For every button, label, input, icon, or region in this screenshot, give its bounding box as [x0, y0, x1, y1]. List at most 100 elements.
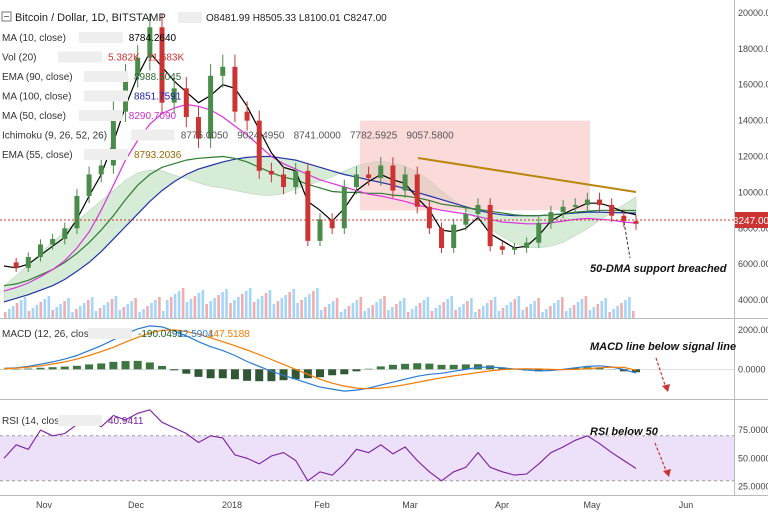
- candle-body: [536, 222, 542, 243]
- macd-histogram-bar: [401, 363, 410, 370]
- macd-histogram-bar: [316, 369, 324, 378]
- volume-bar: [177, 291, 181, 318]
- volume-bar: [600, 301, 604, 318]
- candle-body: [451, 224, 457, 249]
- volume-bar: [434, 308, 438, 318]
- volume-bar: [90, 297, 94, 318]
- volume-bar: [79, 306, 82, 318]
- volume-bar: [410, 309, 414, 318]
- candle-body: [244, 111, 250, 121]
- volume-bar: [521, 310, 525, 318]
- candle-body: [305, 170, 311, 241]
- volume-bar: [323, 307, 327, 318]
- legend-tools[interactable]: [84, 71, 128, 82]
- legend-tools[interactable]: [130, 129, 175, 141]
- rsi-tick-label: 75.0000: [738, 425, 768, 435]
- volume-bar: [304, 297, 307, 318]
- rsi-line: [3, 409, 637, 482]
- candle-body: [256, 120, 262, 171]
- legend-tools[interactable]: [58, 51, 102, 63]
- macd-histogram-bar: [425, 363, 434, 370]
- volume-bar: [442, 302, 445, 318]
- volume-bar: [478, 309, 481, 318]
- price-tick-label: 6000.00: [738, 259, 768, 269]
- volume-bar: [604, 298, 607, 318]
- rsi-legend-tools[interactable]: [58, 415, 102, 426]
- volume-bar: [517, 296, 521, 318]
- legend-value: 5.382K: [108, 53, 140, 64]
- header-tools[interactable]: [178, 12, 202, 23]
- volume-bar: [312, 291, 315, 318]
- candle-body: [439, 228, 445, 249]
- macd-line: [3, 325, 637, 392]
- candle-body: [208, 75, 214, 139]
- chart-title: Bitcoin / Dollar, 1D, BITSTAMP: [15, 12, 166, 24]
- candle-body: [499, 246, 505, 250]
- macd-histogram-bar: [72, 365, 81, 370]
- volume-bar: [367, 308, 370, 318]
- macd-tick-label: 2000.0000: [738, 325, 768, 335]
- volume-bar: [537, 298, 540, 318]
- legend-tools[interactable]: [84, 90, 128, 102]
- collapse-icon[interactable]: [1, 11, 12, 22]
- volume-bar: [584, 296, 588, 318]
- volume-bar: [561, 297, 564, 318]
- macd-histogram-bar: [36, 367, 45, 370]
- volume-bar: [399, 301, 402, 318]
- candle-body: [487, 204, 493, 247]
- volume-bar: [272, 304, 276, 318]
- candle-body: [135, 57, 141, 76]
- volume-bar: [209, 301, 212, 318]
- legend-tools[interactable]: [78, 110, 123, 121]
- legend-value: 9024.4950: [237, 131, 285, 142]
- price-tick-label: 12000.00: [738, 152, 768, 162]
- macd-histogram-bar: [619, 369, 628, 372]
- volume-bar: [414, 306, 418, 318]
- volume-bar: [485, 303, 489, 318]
- macd-legend-tools[interactable]: [88, 328, 132, 339]
- legend-value: 9057.5800: [406, 131, 454, 142]
- volume-bar: [51, 310, 54, 318]
- volume-bar: [189, 299, 193, 318]
- macd-histogram-bar: [243, 369, 252, 381]
- volume-bar: [126, 304, 130, 318]
- macd-histogram-bar: [364, 368, 373, 370]
- legend-label: EMA (90, close): [2, 72, 73, 83]
- macd-histogram-bar: [182, 369, 191, 374]
- trendline[interactable]: [417, 157, 637, 193]
- volume-bar: [252, 302, 256, 318]
- macd-histogram-bar: [352, 369, 361, 372]
- volume-bar: [545, 309, 548, 318]
- volume-bar: [462, 304, 465, 318]
- macd-histogram-bar: [474, 364, 482, 370]
- volume-bar: [375, 302, 378, 318]
- volume-bar: [501, 308, 505, 318]
- volume-bar: [497, 311, 501, 318]
- volume-bar: [430, 311, 434, 318]
- candle-body: [621, 215, 627, 222]
- macd-histogram-bar: [255, 369, 264, 382]
- volume-bar: [225, 289, 228, 318]
- volume-bar: [331, 301, 335, 318]
- macd-histogram-bar: [230, 369, 239, 380]
- volume-bar: [541, 312, 544, 318]
- candle-body: [511, 248, 517, 250]
- volume-bar: [173, 294, 177, 318]
- volume-bar: [580, 299, 584, 318]
- volume-bar: [102, 305, 106, 318]
- candle-body: [50, 239, 56, 245]
- volume-bar: [67, 298, 70, 318]
- macd-histogram-bar: [267, 369, 276, 382]
- price-tick-label: 20000.00: [738, 8, 768, 18]
- volume-bar: [268, 290, 272, 318]
- candle-body: [195, 117, 201, 139]
- time-tick-label: Dec: [128, 500, 145, 510]
- legend-tools[interactable]: [78, 32, 123, 43]
- macd-annotation-arrow: [655, 357, 667, 389]
- rsi-tick-label: 50.0000: [738, 453, 768, 463]
- volume-bar: [71, 312, 74, 318]
- price-tick-label: 16000.00: [738, 80, 768, 90]
- price-tick-label: 18000.00: [738, 44, 768, 54]
- volume-bar: [316, 288, 319, 318]
- legend-tools[interactable]: [84, 149, 128, 160]
